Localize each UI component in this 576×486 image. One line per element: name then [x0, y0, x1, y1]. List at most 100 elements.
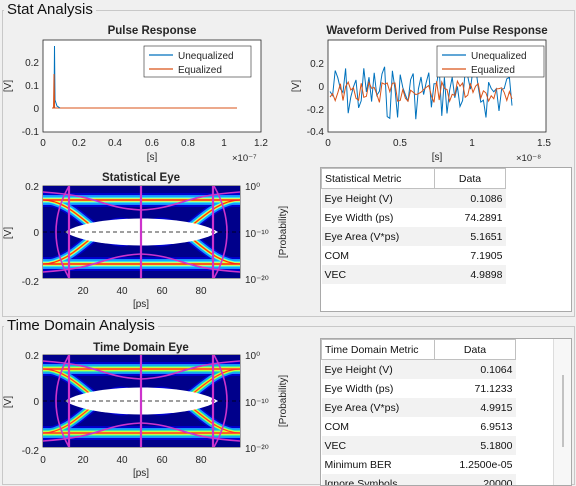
time-eye-heatmap	[43, 355, 240, 447]
table-row[interactable]: Eye Height (V) 0.1086	[321, 188, 506, 208]
table-row[interactable]: Ignore Symbols 20000	[321, 474, 516, 485]
pulse-ylabel: [V]	[3, 80, 14, 92]
stat-eye-xtick: 60	[156, 286, 168, 297]
time-eye-rtick: 10⁻²⁰	[245, 444, 269, 455]
table-row[interactable]: VEC 4.9898	[321, 265, 506, 284]
stat-eye-title: Statistical Eye	[102, 172, 180, 184]
pulse-ytick: 0.1	[25, 81, 39, 92]
pulse-ytick: 0.2	[25, 58, 39, 69]
time-eye-ytick: -0.2	[22, 446, 40, 457]
time-metrics-table-box[interactable]: Time Domain Metric Data Eye Height (V) 0.…	[320, 338, 572, 486]
pulse-xtick: 0.6	[145, 138, 159, 149]
metric-value: 20000	[434, 474, 516, 485]
waveform-exponent: ×10⁻⁸	[516, 153, 541, 164]
time-eye-xtick: 0	[40, 455, 46, 466]
metric-value: 1.2500e-05	[459, 458, 513, 471]
pulse-xtick: 0.2	[72, 138, 86, 149]
metric-value: 5.1800	[434, 436, 516, 455]
waveform-xlabel: [s]	[432, 152, 443, 163]
metric-name: VEC	[321, 265, 435, 284]
table-row[interactable]: Eye Area (V*ps) 4.9915	[321, 398, 516, 417]
stat-eye-rtick: 10⁻²⁰	[245, 275, 269, 286]
waveform-ytick: 0.2	[310, 59, 324, 70]
time-eye-rtick: 10⁰	[245, 351, 260, 362]
waveform-plot-title: Waveform Derived from Pulse Response	[326, 25, 547, 37]
metric-value: 0.1086	[434, 188, 506, 208]
stat-eye-xlabel: [ps]	[133, 299, 149, 310]
table-row[interactable]: COM 7.1905	[322, 246, 506, 265]
waveform-legend-unequalized: Unequalized	[471, 51, 527, 62]
metric-name: Eye Height (V)	[321, 188, 435, 208]
time-eye-rtick: 10⁻¹⁰	[245, 398, 269, 409]
table-row[interactable]: VEC 5.1800	[321, 436, 516, 455]
metric-name: Eye Width (ps)	[324, 382, 394, 395]
waveform-xtick: 0.5	[393, 138, 407, 149]
stat-eye-xtick: 80	[195, 286, 207, 297]
metric-name: VEC	[321, 436, 435, 455]
table-row[interactable]: Eye Area (V*ps) 5.1651	[321, 227, 506, 246]
col-header-data[interactable]: Data	[434, 339, 516, 360]
stat-analysis-panel	[2, 10, 575, 317]
metric-value: 6.9513	[480, 420, 513, 433]
metric-value: 71.1233	[474, 382, 513, 395]
pulse-plot-title: Pulse Response	[108, 25, 197, 37]
table-row[interactable]: Eye Width (ps) 71.1233	[322, 379, 516, 398]
metric-value: 74.2891	[464, 211, 503, 224]
table-row[interactable]: COM 6.9513	[322, 417, 516, 436]
waveform-equalized-line	[329, 79, 513, 103]
metric-name: Eye Height (V)	[321, 359, 435, 379]
time-eye-xlabel: [ps]	[133, 468, 149, 479]
time-eye-ytick: 0	[33, 397, 39, 408]
time-eye-xtick: 20	[77, 455, 89, 466]
stat-metrics-table: Statistical Metric Data Eye Height (V) 0.…	[321, 168, 506, 284]
time-domain-panel	[2, 326, 575, 485]
waveform-ylabel: [V]	[291, 80, 302, 92]
pulse-equalized-spike	[53, 73, 56, 109]
pulse-xtick: 1	[221, 138, 227, 149]
pulse-legend-equalized: Equalized	[178, 65, 222, 76]
metric-value: 4.9915	[434, 398, 516, 417]
table-row[interactable]: Eye Height (V) 0.1064	[321, 359, 516, 379]
time-eye-xtick: 80	[195, 455, 207, 466]
stat-eye-heatmap	[43, 186, 240, 278]
stat-analysis-title: Stat Analysis	[4, 2, 96, 18]
waveform-unequalized-line	[329, 65, 513, 120]
table-header-row: Statistical Metric Data	[321, 168, 506, 189]
pulse-xtick: 0.4	[108, 138, 122, 149]
stat-eye-xtick: 40	[116, 286, 128, 297]
pulse-exponent: ×10⁻⁷	[232, 153, 257, 164]
waveform-xtick: 0	[325, 138, 331, 149]
waveform-ytick: 0	[318, 82, 324, 93]
time-eye-prob-label: [Probability]	[278, 375, 289, 427]
pulse-unequalized-spike	[53, 45, 61, 109]
metric-value: 4.9898	[434, 265, 506, 284]
time-metrics-table: Time Domain Metric Data Eye Height (V) 0.…	[321, 339, 516, 485]
waveform-legend	[436, 45, 545, 78]
stat-eye-ylabel: [V]	[3, 227, 14, 239]
waveform-ytick: -0.4	[307, 127, 325, 138]
time-eye-ytick: 0.2	[25, 351, 39, 362]
stat-eye-ytick: -0.2	[22, 277, 40, 288]
table-row[interactable]: Minimum BER 1.2500e-05	[322, 455, 516, 474]
pulse-ytick: -0.1	[22, 127, 40, 138]
scrollbar-thumb[interactable]	[562, 375, 564, 447]
col-header-metric[interactable]: Statistical Metric	[321, 168, 435, 189]
table-header-row: Time Domain Metric Data	[321, 339, 516, 360]
table-vertical-scrollbar[interactable]	[553, 339, 571, 485]
stat-eye-ytick: 0.2	[25, 182, 39, 193]
table-row[interactable]: Eye Width (ps) 74.2891	[322, 208, 506, 227]
col-header-metric[interactable]: Time Domain Metric	[321, 339, 435, 360]
metric-name: COM	[324, 249, 350, 262]
col-header-data[interactable]: Data	[434, 168, 506, 189]
pulse-ytick: 0	[33, 104, 39, 115]
stat-metrics-table-box[interactable]: Statistical Metric Data Eye Height (V) 0.…	[320, 167, 572, 312]
metric-name: Eye Area (V*ps)	[321, 398, 435, 417]
time-eye-xtick: 40	[116, 455, 128, 466]
time-domain-title: Time Domain Analysis	[4, 318, 158, 334]
metric-value: 7.1905	[470, 249, 503, 262]
metric-name: COM	[324, 420, 350, 433]
